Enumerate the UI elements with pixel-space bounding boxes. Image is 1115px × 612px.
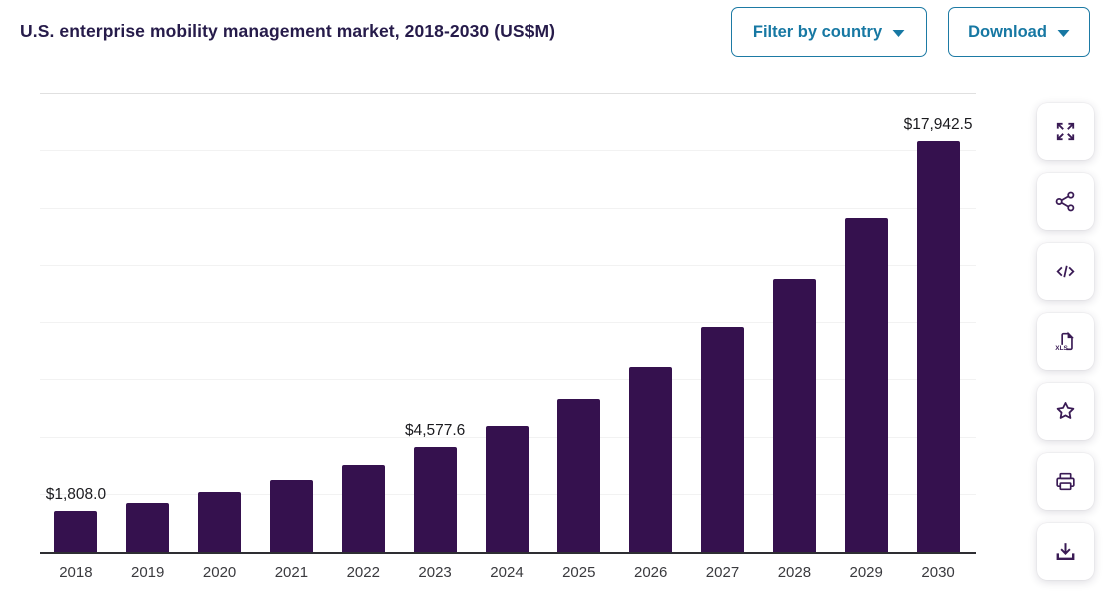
x-axis-label: 2023	[418, 564, 452, 581]
gridline	[40, 207, 976, 209]
x-axis-label: 2030	[921, 564, 955, 581]
download-button[interactable]	[1037, 523, 1094, 580]
xls-file-icon: XLS	[1054, 331, 1074, 352]
bar-2029[interactable]	[844, 218, 888, 552]
download-icon	[1056, 543, 1075, 560]
bar-2022[interactable]	[341, 464, 385, 552]
bar-2025[interactable]	[557, 398, 601, 552]
bar-2019[interactable]	[126, 503, 170, 552]
filter-by-country-label: Filter by country	[752, 22, 883, 41]
bar-2023[interactable]	[413, 447, 457, 552]
x-axis-label: 2027	[705, 564, 740, 581]
gridline	[40, 264, 976, 266]
bar-2027[interactable]	[701, 327, 744, 552]
x-axis-label: 2018	[59, 564, 93, 581]
gridline	[40, 322, 976, 323]
fullscreen-icon	[1056, 122, 1075, 141]
x-axis-label: 2020	[202, 564, 237, 581]
bar-2021[interactable]	[270, 479, 313, 552]
x-axis-label: 2022	[346, 564, 380, 581]
plot-area: $1,808.0 $4,577.6 $17,942.5	[40, 93, 976, 554]
x-axis-label: 2025	[562, 564, 596, 581]
x-axis-label: 2021	[274, 564, 309, 581]
chevron-down-icon	[892, 29, 905, 37]
bar-value-label: $17,942.5	[903, 116, 973, 134]
bar-value-label: $1,808.0	[45, 485, 107, 503]
x-axis-label: 2024	[490, 564, 524, 581]
embed-code-icon	[1056, 265, 1075, 278]
bar-2028[interactable]	[772, 278, 816, 552]
svg-text:XLS: XLS	[1055, 345, 1068, 352]
printer-button[interactable]	[1037, 453, 1094, 510]
x-axis-label: 2026	[634, 564, 668, 581]
bar-value-label: $4,577.6	[404, 422, 466, 440]
x-axis-label: 2028	[777, 564, 812, 581]
x-axis-label: 2029	[849, 564, 883, 581]
fullscreen-button[interactable]	[1037, 103, 1094, 160]
share-button[interactable]	[1037, 173, 1094, 230]
download-button[interactable]: Download	[948, 7, 1090, 57]
star-icon	[1056, 402, 1075, 419]
bar-2020[interactable]	[198, 492, 242, 552]
xls-file-button[interactable]: XLS	[1037, 313, 1094, 370]
gridline	[40, 150, 976, 152]
x-axis: 2018 2019 2020 2021 2022 2023 2024 2025 2026 2027…	[40, 564, 976, 586]
download-label: Download	[968, 22, 1047, 41]
chevron-down-icon	[1057, 29, 1070, 37]
star-button[interactable]	[1037, 383, 1094, 440]
bar-2026[interactable]	[629, 367, 673, 552]
x-axis-label: 2019	[131, 564, 165, 581]
gridline	[40, 379, 976, 381]
bar-2030[interactable]	[916, 141, 960, 552]
bar-2018[interactable]	[54, 510, 98, 552]
bar-2024[interactable]	[485, 426, 529, 552]
embed-code-button[interactable]	[1037, 243, 1094, 300]
filter-by-country-button[interactable]: Filter by country	[731, 7, 927, 57]
page-title: U.S. enterprise mobility management mark…	[20, 21, 556, 41]
share-icon	[1055, 191, 1075, 212]
printer-icon	[1056, 472, 1075, 491]
